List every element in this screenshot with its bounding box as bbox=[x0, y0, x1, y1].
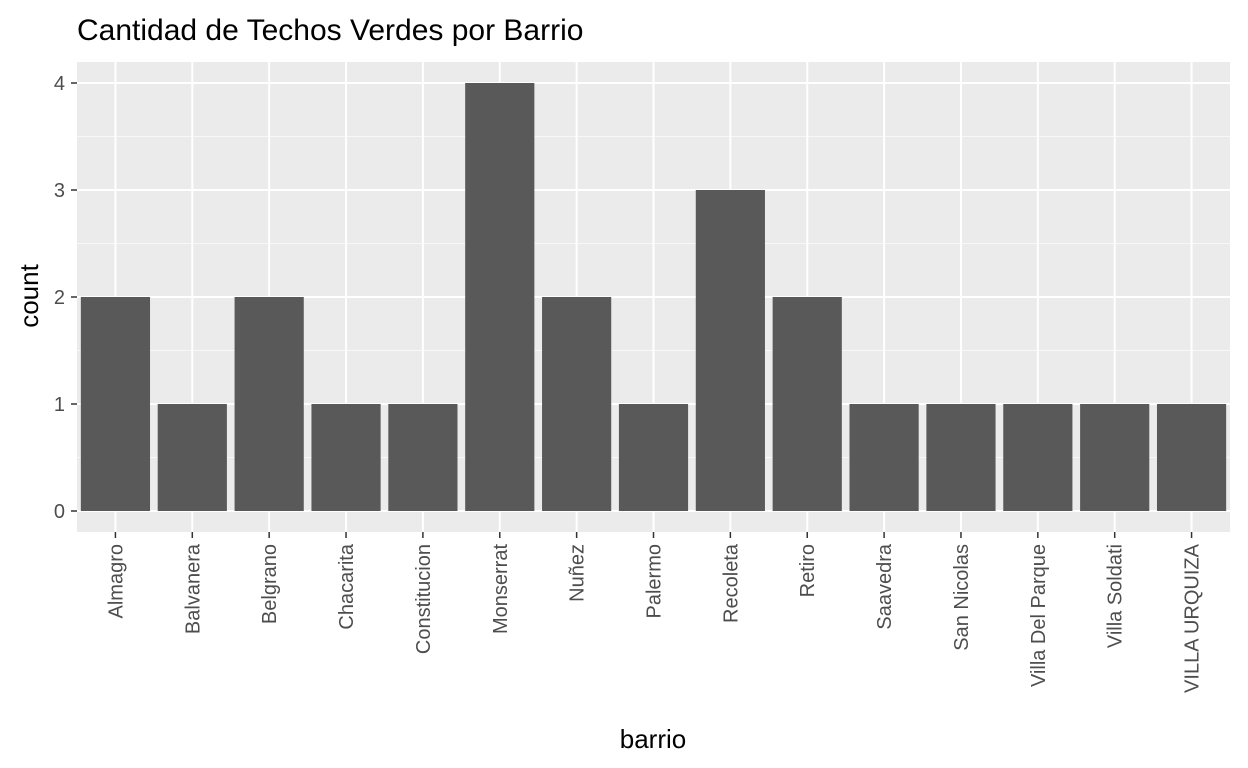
x-tick-label: Retiro bbox=[797, 544, 819, 597]
bar bbox=[1156, 404, 1227, 511]
y-tick-label: 2 bbox=[54, 287, 65, 309]
x-axis-ticks: Almagro Balvanera Belgrano Chacarita Constit… bbox=[105, 532, 1204, 693]
x-tick-label: Chacarita bbox=[336, 543, 358, 629]
bar bbox=[388, 404, 458, 511]
y-tick-label: 0 bbox=[54, 501, 65, 523]
y-axis-title: count bbox=[14, 263, 44, 327]
x-tick-label: VILLA URQUIZA bbox=[1182, 543, 1204, 693]
x-tick-label: Constitucion bbox=[413, 544, 435, 654]
bar bbox=[157, 404, 227, 511]
bar bbox=[1080, 404, 1150, 511]
bar bbox=[926, 404, 996, 511]
y-tick-label: 4 bbox=[54, 73, 65, 95]
bar bbox=[465, 83, 535, 511]
x-tick-label: Nuñez bbox=[567, 544, 589, 602]
y-tick-label: 1 bbox=[54, 394, 65, 416]
x-tick-label: Recoleta bbox=[720, 543, 742, 623]
bar bbox=[849, 404, 919, 511]
bar bbox=[311, 404, 381, 511]
x-tick-label: Balvanera bbox=[182, 543, 204, 634]
bars bbox=[80, 83, 1227, 511]
chart-title: Cantidad de Techos Verdes por Barrio bbox=[77, 14, 583, 47]
x-tick-label: Palermo bbox=[644, 544, 666, 618]
x-tick-label: Monserrat bbox=[490, 544, 512, 634]
x-tick-label: Villa Soldati bbox=[1105, 544, 1127, 648]
bar bbox=[1003, 404, 1073, 511]
x-tick-label: Almagro bbox=[105, 544, 127, 618]
x-tick-label: Villa Del Parque bbox=[1028, 544, 1050, 687]
y-axis-ticks: 0 1 2 3 4 bbox=[54, 73, 77, 523]
x-axis-title: barrio bbox=[620, 724, 686, 754]
x-tick-label: Saavedra bbox=[874, 543, 896, 629]
x-tick-label: San Nicolas bbox=[951, 544, 973, 651]
x-tick-label: Belgrano bbox=[259, 544, 281, 624]
bar bbox=[80, 297, 151, 511]
y-tick-label: 3 bbox=[54, 180, 65, 202]
bar bbox=[772, 297, 842, 511]
bar bbox=[542, 297, 612, 511]
bar bbox=[695, 190, 765, 511]
bar bbox=[234, 297, 304, 511]
bar bbox=[618, 404, 689, 511]
